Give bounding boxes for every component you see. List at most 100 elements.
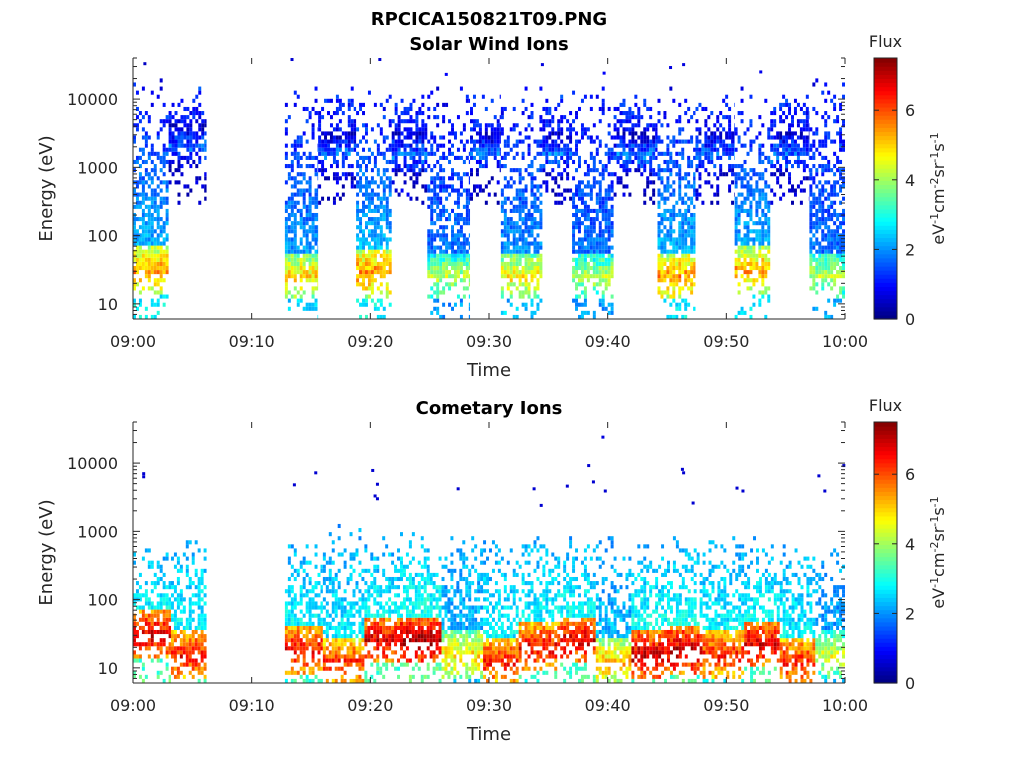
- heatmap-cell: [462, 159, 466, 165]
- heatmap-cell: [409, 131, 413, 136]
- heatmap-cell: [462, 123, 466, 128]
- heatmap-cell: [640, 143, 644, 148]
- heatmap-cell: [376, 241, 380, 246]
- heatmap-cell: [607, 282, 611, 287]
- heatmap-cell: [448, 261, 452, 266]
- heatmap-cell: [583, 298, 587, 303]
- heatmap-cell: [385, 237, 389, 242]
- heatmap-cell: [168, 678, 171, 683]
- heatmap-cell: [324, 168, 328, 173]
- heatmap-cell: [530, 221, 534, 226]
- heatmap-cell: [293, 143, 297, 148]
- heatmap-cell: [767, 127, 771, 132]
- heatmap-cell: [185, 646, 189, 651]
- heatmap-cell: [451, 261, 454, 266]
- heatmap-cell: [824, 188, 828, 193]
- heatmap-cell: [433, 221, 437, 226]
- heatmap-cell: [610, 151, 614, 156]
- heatmap-cell: [815, 221, 819, 226]
- heatmap-cell: [382, 249, 386, 254]
- heatmap-cell: [672, 298, 676, 303]
- heatmap-cell: [135, 229, 139, 234]
- heatmap-cell: [802, 111, 806, 116]
- heatmap-cell: [601, 241, 605, 246]
- colorbar-segment: [874, 62, 897, 67]
- heatmap-cell: [144, 143, 148, 148]
- heatmap-cell: [394, 139, 398, 144]
- heatmap-cell: [734, 229, 738, 234]
- heatmap-cell: [830, 184, 834, 189]
- heatmap-cell: [755, 208, 759, 213]
- heatmap-cell: [308, 229, 312, 234]
- heatmap-cell: [147, 119, 151, 124]
- heatmap-cell: [595, 253, 599, 258]
- heatmap-cell: [782, 147, 786, 152]
- heatmap-cell: [436, 192, 440, 197]
- heatmap-cell: [842, 82, 845, 87]
- heatmap-cell: [459, 278, 463, 283]
- heatmap-cell: [740, 204, 744, 209]
- heatmap-cell: [296, 172, 300, 177]
- heatmap-cell: [767, 286, 771, 291]
- heatmap-cell: [827, 180, 831, 185]
- heatmap-cell: [809, 204, 813, 209]
- heatmap-cell: [171, 159, 175, 165]
- heatmap-cell: [290, 168, 294, 173]
- heatmap-cell: [388, 249, 392, 254]
- heatmap-cell: [752, 241, 756, 246]
- heatmap-cell: [690, 225, 694, 230]
- heatmap-cell: [595, 200, 599, 205]
- heatmap-cell: [672, 188, 676, 193]
- heatmap-cell: [666, 168, 670, 173]
- heatmap-cell: [179, 662, 183, 667]
- heatmap-cell: [698, 184, 702, 189]
- heatmap-cell: [749, 245, 753, 250]
- heatmap-cell: [382, 115, 386, 120]
- heatmap-cell: [200, 642, 204, 647]
- heatmap-cell: [687, 139, 691, 144]
- heatmap-cell: [496, 200, 500, 205]
- heatmap-cell: [168, 127, 172, 132]
- heatmap-cell: [362, 241, 365, 246]
- heatmap-cell: [640, 115, 644, 120]
- heatmap-cell: [518, 225, 522, 230]
- heatmap-cell: [388, 176, 392, 181]
- heatmap-cell: [613, 151, 617, 156]
- heatmap-cell: [536, 261, 540, 266]
- heatmap-cell: [580, 188, 584, 193]
- heatmap-cell: [185, 634, 189, 639]
- heatmap-cell: [580, 212, 584, 218]
- heatmap-cell: [737, 139, 741, 144]
- heatmap-cell: [734, 261, 738, 266]
- heatmap-cell: [773, 192, 777, 197]
- heatmap-cell: [415, 180, 419, 185]
- heatmap-cell: [321, 147, 325, 152]
- heatmap-cell: [578, 265, 581, 271]
- heatmap-cell: [725, 151, 729, 156]
- heatmap-cell: [512, 155, 516, 160]
- colorbar-segment: [874, 212, 897, 218]
- heatmap-cell: [619, 155, 623, 160]
- heatmap-cell: [156, 581, 160, 586]
- heatmap-cell: [191, 629, 195, 635]
- heatmap-cell: [141, 609, 145, 614]
- heatmap-cell: [138, 674, 142, 679]
- heatmap-cell: [153, 172, 157, 177]
- heatmap-cell: [836, 253, 840, 258]
- heatmap-cell: [344, 155, 348, 160]
- heatmap-cell: [640, 155, 644, 160]
- heatmap-cell: [589, 106, 593, 112]
- heatmap-cell: [755, 135, 759, 140]
- heatmap-cell: [430, 147, 434, 152]
- heatmap-cell: [284, 286, 288, 291]
- heatmap-cell: [179, 568, 183, 573]
- heatmap-cell: [496, 119, 500, 124]
- heatmap-cell: [592, 314, 596, 319]
- heatmap-cell: [515, 270, 519, 275]
- heatmap-cell: [442, 102, 446, 107]
- heatmap-cell: [802, 143, 806, 148]
- heatmap-cell: [809, 168, 813, 173]
- heatmap-cell: [725, 131, 729, 136]
- heatmap-cell: [575, 192, 578, 197]
- heatmap-cell: [299, 278, 303, 283]
